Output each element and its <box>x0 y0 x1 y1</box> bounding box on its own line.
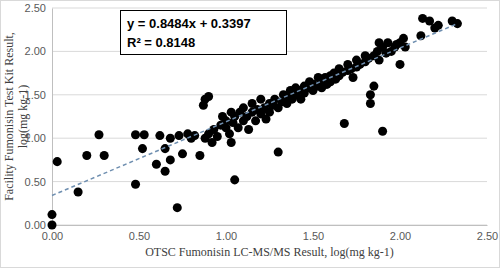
point <box>434 21 443 30</box>
y-axis-title: Facility Fumonisin Test Kit Result,log(m… <box>2 32 30 201</box>
y-tick-label: 0.00 <box>25 219 46 231</box>
y-axis-line <box>52 9 53 226</box>
point <box>244 125 253 134</box>
point <box>453 19 462 28</box>
point <box>173 203 182 212</box>
point <box>366 99 375 108</box>
point <box>131 180 140 189</box>
grid-line <box>52 138 487 139</box>
point <box>340 119 349 128</box>
chart-border <box>1 1 500 268</box>
grid-line <box>52 225 487 226</box>
point <box>227 138 236 147</box>
x-tick: 1.50 <box>303 225 324 242</box>
point <box>155 131 164 140</box>
point <box>349 73 358 82</box>
annotation: y = 0.8484x + 0.3397 <box>127 16 251 31</box>
annotation: R² = 0.8148 <box>127 35 195 50</box>
y-tick: 2.00 <box>25 45 52 57</box>
y-tick: 2.50 <box>25 2 52 14</box>
point <box>94 130 103 139</box>
point <box>47 210 56 219</box>
point <box>204 92 213 101</box>
point <box>138 144 147 153</box>
equation-box: y = 0.8484x + 0.3397 R² = 0.8148 <box>121 11 287 55</box>
equation-frame <box>121 11 287 55</box>
point <box>195 151 204 160</box>
point <box>375 56 384 65</box>
grid-line <box>52 181 487 182</box>
point <box>131 130 140 139</box>
grid-line <box>52 94 487 95</box>
point <box>166 134 175 143</box>
point <box>395 60 404 69</box>
y-axis-title-line: Facility Fumonisin Test Kit Result, <box>2 32 16 201</box>
point <box>74 188 83 197</box>
point <box>100 151 109 160</box>
point <box>53 157 62 166</box>
point <box>225 129 234 138</box>
x-tick: 1.00 <box>216 225 237 242</box>
grid-line <box>52 8 487 9</box>
point <box>82 151 91 160</box>
point <box>366 90 375 99</box>
y-tick-label: 2.00 <box>25 45 46 57</box>
x-tick-label: 2.50 <box>477 230 498 242</box>
x-axis-title: OTSC Fumonisin LC-MS/MS Result, log(mg k… <box>145 245 394 259</box>
x-tick-label: 1.50 <box>303 230 324 242</box>
chart: 0.000.501.001.502.002.500.000.501.001.50… <box>0 0 500 268</box>
point <box>230 175 239 184</box>
point <box>239 103 248 112</box>
x-axis: 0.00 0.50 1.00 1.50 2.00 2.50 <box>42 225 498 242</box>
point <box>256 95 265 104</box>
point <box>152 160 161 169</box>
x-axis-line <box>53 225 488 226</box>
x-tick-label: 1.00 <box>216 230 237 242</box>
point <box>166 155 175 164</box>
point <box>140 130 149 139</box>
point <box>378 127 387 136</box>
x-tick-label: 0.50 <box>129 230 150 242</box>
point <box>175 131 184 140</box>
point <box>47 220 56 229</box>
x-tick: 2.00 <box>390 225 411 242</box>
x-tick-label: 0.00 <box>42 230 63 242</box>
x-tick: 0.50 <box>129 225 150 242</box>
grid <box>52 8 487 225</box>
point <box>178 149 187 158</box>
y-tick: 0.50 <box>25 176 52 188</box>
x-tick-label: 2.00 <box>390 230 411 242</box>
point <box>399 34 408 43</box>
y-tick-label: 2.50 <box>25 2 46 14</box>
y-axis-title-line: log(mg kg-1) <box>16 85 30 149</box>
point <box>274 148 283 157</box>
x-tick: 2.50 <box>477 225 498 242</box>
point <box>213 132 222 141</box>
point <box>161 167 170 176</box>
y-tick-label: 0.50 <box>25 176 46 188</box>
point <box>369 82 378 91</box>
